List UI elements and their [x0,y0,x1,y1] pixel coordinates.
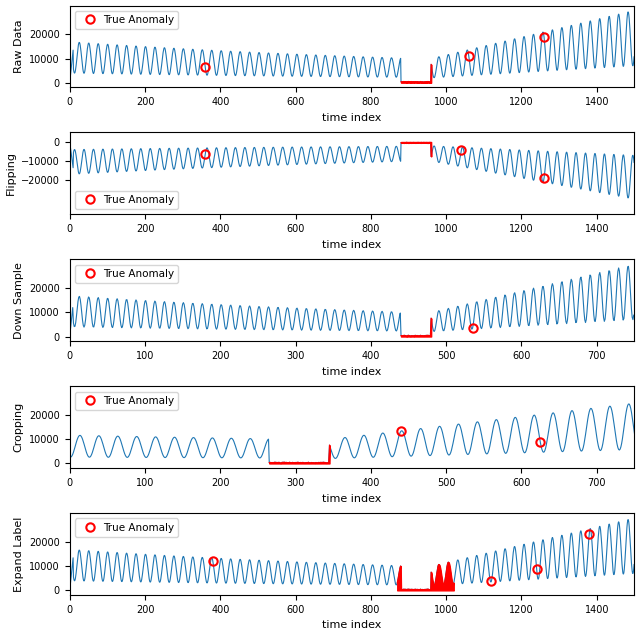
Legend: True Anomaly: True Anomaly [75,191,179,209]
Legend: True Anomaly: True Anomaly [75,265,179,283]
Legend: True Anomaly: True Anomaly [75,392,179,410]
Y-axis label: Raw Data: Raw Data [13,20,24,73]
X-axis label: time index: time index [323,494,382,504]
Legend: True Anomaly: True Anomaly [75,518,179,537]
X-axis label: time index: time index [323,621,382,630]
Y-axis label: Down Sample: Down Sample [13,262,24,339]
Y-axis label: Cropping: Cropping [13,402,24,452]
X-axis label: time index: time index [323,113,382,123]
Y-axis label: Expand Label: Expand Label [13,516,24,592]
Legend: True Anomaly: True Anomaly [75,11,179,29]
X-axis label: time index: time index [323,240,382,250]
X-axis label: time index: time index [323,366,382,377]
Y-axis label: Flipping: Flipping [6,151,15,195]
